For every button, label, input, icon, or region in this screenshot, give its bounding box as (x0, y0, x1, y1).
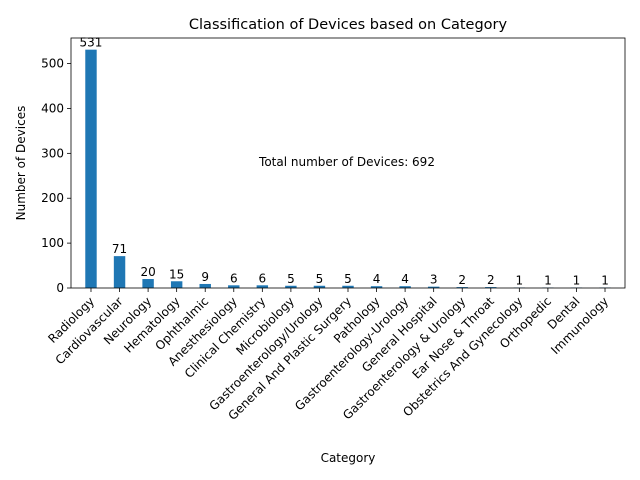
y-tick-label-4: 400 (41, 101, 64, 115)
bar-value-label-17: 1 (573, 274, 581, 288)
bar-2 (142, 279, 154, 288)
bar-7 (285, 285, 297, 288)
bar-9 (342, 285, 354, 288)
chart-title: Classification of Devices based on Categ… (189, 17, 508, 33)
total-annotation: Total number of Devices: 692 (258, 155, 435, 169)
bar-value-label-10: 4 (373, 272, 381, 286)
y-tick-label-1: 100 (41, 236, 64, 250)
bar-value-label-9: 5 (344, 272, 352, 286)
bar-value-label-16: 1 (544, 274, 552, 288)
bar-value-label-14: 2 (487, 273, 495, 287)
y-tick-label-2: 200 (41, 191, 64, 205)
bar-value-label-6: 6 (259, 271, 267, 285)
bar-value-label-11: 4 (401, 272, 409, 286)
bar-1 (113, 256, 126, 288)
bar-value-label-2: 20 (140, 265, 155, 279)
bar-8 (313, 285, 326, 288)
bar-14 (485, 287, 497, 288)
plot-frame (70, 37, 626, 289)
bar-value-label-0: 531 (80, 36, 103, 50)
bar-value-label-12: 3 (430, 273, 438, 287)
bar-3 (170, 281, 183, 288)
y-tick-label-5: 500 (41, 57, 64, 71)
bar-value-label-3: 15 (169, 267, 184, 281)
x-ticks-group: RadiologyCardiovascularNeurologyHematolo… (45, 288, 611, 423)
y-axis-label: Number of Devices (14, 106, 28, 221)
bar-value-label-13: 2 (458, 273, 466, 287)
bar-11 (399, 286, 411, 288)
bar-5 (228, 285, 240, 288)
bar-value-label-15: 1 (516, 274, 524, 288)
bar-10 (370, 286, 383, 288)
bar-4 (199, 283, 211, 288)
bar-value-label-4: 9 (201, 270, 209, 284)
bar-value-label-1: 71 (112, 242, 127, 256)
y-tick-label-3: 300 (41, 146, 64, 160)
x-axis-label: Category (321, 451, 376, 465)
value-labels-group: 531 71 20 15 9 6 6 5 5 5 4 4 3 2 2 1 1 1 1 (80, 36, 609, 288)
bar-value-label-18: 1 (601, 274, 609, 288)
bar-6 (256, 285, 269, 288)
y-ticks-group: 0 100 200 300 400 500 (41, 57, 71, 295)
bar-13 (456, 287, 468, 288)
bar-0 (85, 49, 97, 288)
y-tick-label-0: 0 (56, 281, 64, 295)
bar-value-label-8: 5 (316, 272, 324, 286)
bar-value-label-7: 5 (287, 272, 295, 286)
bar-value-label-5: 6 (230, 271, 238, 285)
bar-12 (427, 286, 440, 288)
